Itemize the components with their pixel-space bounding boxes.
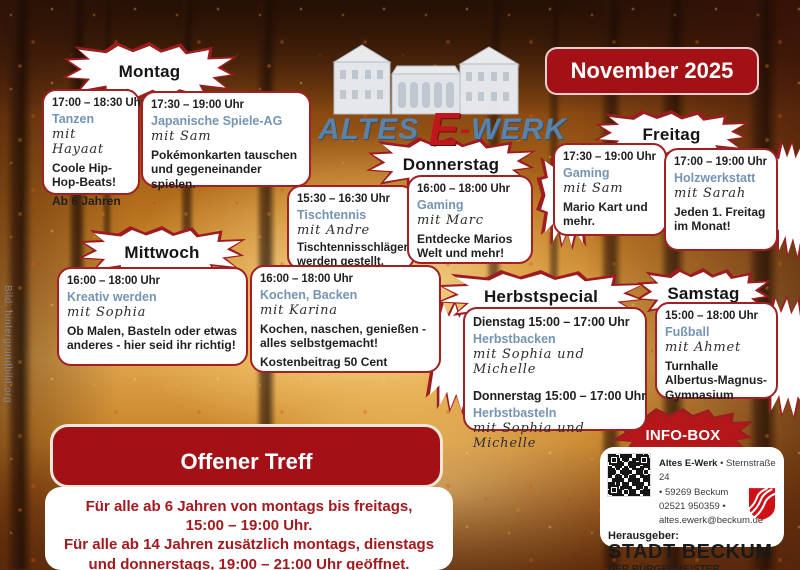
- event-title: Gaming: [563, 166, 610, 180]
- offener-treff-line1: Für alle ab 6 Jahren von montags bis fre…: [85, 498, 413, 535]
- event-card-kochen: 16:00 – 18:00 Uhr Kochen, Backen mit Kar…: [250, 265, 441, 373]
- offener-treff-header: Offener Treff: [50, 424, 443, 488]
- event-time: 17:30 – 19:00 Uhr: [151, 99, 244, 111]
- event-time: Dienstag 15:00 – 17:00 Uhr: [473, 315, 630, 329]
- event-desc: Jeden 1. Freitag im Monat!: [674, 205, 766, 234]
- event-time: 17:30 – 19:00 Uhr: [563, 151, 656, 163]
- event-title: Tanzen: [52, 112, 95, 126]
- event-time: 17:00 – 18:30 Uhr: [52, 97, 145, 109]
- address-line1: Altes E-Werk • Sternstraße 24: [659, 457, 776, 486]
- event-host: mit Hayaat: [52, 127, 104, 157]
- logo-word-altes: ALTES: [318, 113, 420, 146]
- month-banner: November 2025: [545, 47, 759, 95]
- event-time: 15:30 – 16:30 Uhr: [297, 193, 390, 205]
- event-card-gaming-marc: 16:00 – 18:00 Uhr Gaming mit Marc Entdec…: [407, 175, 533, 264]
- event-card-gaming-sam: 17:30 – 19:00 Uhr Gaming mit Sam Mario K…: [553, 143, 667, 236]
- event-host: mit Marc: [417, 213, 484, 228]
- event-card-spiele-ag: 17:30 – 19:00 Uhr Japanische Spiele-AG m…: [141, 91, 311, 191]
- image-credit: Bild: hintergrundbild.org: [2, 285, 13, 404]
- event-title: Kreativ werden: [67, 290, 157, 304]
- event-extra: Kostenbeitrag 50 Cent: [260, 354, 388, 369]
- event-title: Fußball: [665, 325, 710, 339]
- month-label: November 2025: [570, 58, 734, 83]
- beckum-coat-of-arms-icon: [748, 487, 776, 520]
- publisher-name: STADT BECKUM: [608, 541, 773, 564]
- venue-name: Altes E-Werk: [659, 458, 718, 469]
- event-desc: Turnhalle Albertus-Magnus-Gymnasium: [665, 359, 767, 402]
- event-time: 16:00 – 18:00 Uhr: [67, 275, 160, 287]
- event-title: Kochen, Backen: [260, 288, 358, 302]
- logo-letter-e: E: [428, 103, 461, 155]
- event-host: mit Ahmet: [665, 340, 742, 355]
- event-title: Herbstbasteln: [473, 406, 557, 420]
- qr-finder-icon: [609, 485, 619, 495]
- event-title: Tischtennis: [297, 208, 367, 222]
- event-title: Gaming: [417, 198, 464, 212]
- qr-code-icon: [607, 453, 651, 497]
- offener-treff-line2: Für alle ab 14 Jahren zusätzlich montags…: [63, 536, 435, 570]
- event-card-tischtennis: 15:30 – 16:30 Uhr Tischtennis mit Andre …: [287, 185, 415, 270]
- event-desc: Pokémonkarten tauschen und gegeneinander…: [151, 148, 298, 191]
- event-time: 16:00 – 18:00 Uhr: [417, 183, 510, 195]
- herbst-entry: Dienstag 15:00 – 17:00 Uhr Herbstbacken …: [473, 315, 637, 377]
- qr-finder-icon: [639, 455, 649, 465]
- event-time: 17:00 – 19:00 Uhr: [674, 156, 767, 168]
- logo-wordmark: ALTES E-WERK: [318, 102, 566, 156]
- event-desc: Mario Kart und mehr.: [563, 200, 648, 229]
- event-time: Donnerstag 15:00 – 17:00 Uhr: [473, 389, 646, 403]
- event-time: 16:00 – 18:00 Uhr: [260, 273, 353, 285]
- event-title: Herbstbacken: [473, 332, 556, 346]
- event-host: mit Andre: [297, 223, 371, 238]
- event-title: Holzwerkstatt: [674, 171, 756, 185]
- event-card-fussball: 15:00 – 18:00 Uhr Fußball mit Ahmet Turn…: [655, 302, 778, 402]
- herbst-entry: Donnerstag 15:00 – 17:00 Uhr Herbstbaste…: [473, 389, 646, 451]
- publisher-role: DER BÜRGERMEISTER: [608, 564, 720, 570]
- event-time: 15:00 – 18:00 Uhr: [665, 310, 758, 322]
- event-desc: Entdecke Marios Welt und mehr!: [417, 232, 513, 261]
- event-desc: Coole Hip-Hop-Beats!: [52, 161, 117, 190]
- event-desc: Ob Malen, Basteln oder etwas anderes - h…: [67, 324, 238, 353]
- event-desc: Kochen, naschen, genießen - alles selbst…: [260, 322, 427, 351]
- event-host: mit Sarah: [674, 186, 747, 201]
- event-card-herbstspecial: Dienstag 15:00 – 17:00 Uhr Herbstbacken …: [463, 307, 647, 451]
- event-card-holzwerkstatt: 17:00 – 19:00 Uhr Holzwerkstatt mit Sara…: [664, 148, 778, 251]
- event-host: mit Sophia: [67, 305, 147, 320]
- logo-hyphen: -: [460, 113, 472, 146]
- event-card-tanzen: 17:00 – 18:30 Uhr Tanzen mit Hayaat Cool…: [42, 89, 145, 208]
- event-host: mit Sam: [563, 181, 624, 196]
- event-extra: Ab 6 Jahren: [52, 193, 121, 208]
- offener-treff-body: Für alle ab 6 Jahren von montags bis fre…: [45, 487, 453, 570]
- info-box-card: Altes E-Werk • Sternstraße 24 • 59269 Be…: [600, 447, 784, 570]
- offener-treff-title: Offener Treff: [180, 449, 313, 474]
- logo-word-werk: WERK: [471, 113, 567, 146]
- event-host: mit Sophia und Michelle: [473, 347, 585, 377]
- event-host: mit Karina: [260, 303, 338, 318]
- event-title: Japanische Spiele-AG: [151, 114, 283, 128]
- event-host: mit Sam: [151, 129, 212, 144]
- qr-finder-icon: [609, 455, 619, 465]
- event-card-kreativ: 16:00 – 18:00 Uhr Kreativ werden mit Sop…: [57, 267, 248, 366]
